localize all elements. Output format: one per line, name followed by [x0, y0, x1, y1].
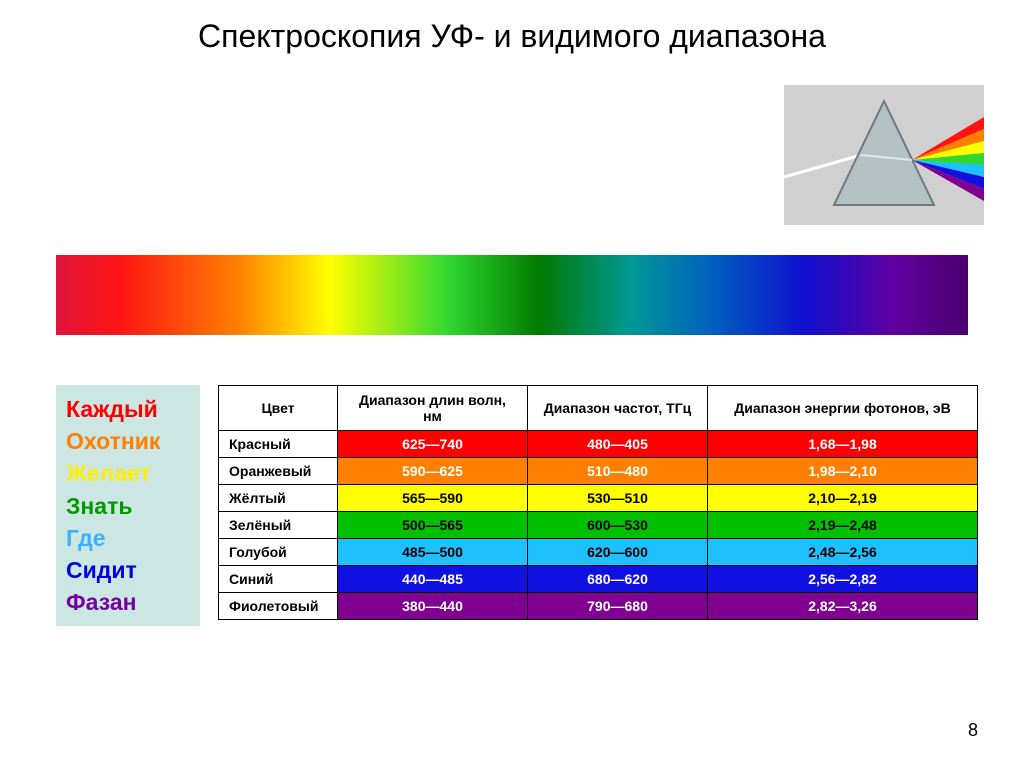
data-cell: 485—500: [338, 539, 528, 566]
table-header-cell: Цвет: [219, 386, 338, 431]
table-row: Фиолетовый380—440790—6802,82—3,26: [219, 593, 978, 620]
spectrum-table: ЦветДиапазон длин волн, нмДиапазон часто…: [218, 385, 978, 620]
color-name-cell: Голубой: [219, 539, 338, 566]
data-cell: 440—485: [338, 566, 528, 593]
table-header-cell: Диапазон энергии фотонов, эВ: [708, 386, 978, 431]
spectrum-gradient-bar: [56, 255, 968, 335]
data-cell: 2,19—2,48: [708, 512, 978, 539]
page-title: Спектроскопия УФ- и видимого диапазона: [0, 0, 1024, 55]
data-cell: 480—405: [528, 431, 708, 458]
table-header-cell: Диапазон частот, ТГц: [528, 386, 708, 431]
mnemonic-word: Каждый: [66, 393, 186, 425]
data-cell: 500—565: [338, 512, 528, 539]
color-name-cell: Красный: [219, 431, 338, 458]
data-cell: 590—625: [338, 458, 528, 485]
table-header-cell: Диапазон длин волн, нм: [338, 386, 528, 431]
mnemonic-word: Желает: [66, 457, 186, 489]
data-cell: 1,68—1,98: [708, 431, 978, 458]
table-row: Оранжевый590—625510—4801,98—2,10: [219, 458, 978, 485]
table-row: Красный625—740480—4051,68—1,98: [219, 431, 978, 458]
data-cell: 2,10—2,19: [708, 485, 978, 512]
table-row: Жёлтый565—590530—5102,10—2,19: [219, 485, 978, 512]
data-cell: 380—440: [338, 593, 528, 620]
data-cell: 510—480: [528, 458, 708, 485]
page-number: 8: [968, 720, 978, 741]
data-cell: 2,56—2,82: [708, 566, 978, 593]
table-header-row: ЦветДиапазон длин волн, нмДиапазон часто…: [219, 386, 978, 431]
data-cell: 680—620: [528, 566, 708, 593]
table-row: Голубой485—500620—6002,48—2,56: [219, 539, 978, 566]
mnemonic-word: Где: [66, 522, 186, 554]
mnemonic-box: КаждыйОхотникЖелаетЗнатьГдеСидитФазан: [56, 385, 200, 626]
data-cell: 625—740: [338, 431, 528, 458]
data-cell: 1,98—2,10: [708, 458, 978, 485]
data-cell: 565—590: [338, 485, 528, 512]
table-row: Зелёный500—565600—5302,19—2,48: [219, 512, 978, 539]
mnemonic-word: Знать: [66, 490, 186, 522]
data-cell: 530—510: [528, 485, 708, 512]
color-name-cell: Оранжевый: [219, 458, 338, 485]
table-row: Синий440—485680—6202,56—2,82: [219, 566, 978, 593]
color-name-cell: Фиолетовый: [219, 593, 338, 620]
mnemonic-word: Охотник: [66, 425, 186, 457]
data-cell: 2,48—2,56: [708, 539, 978, 566]
mnemonic-word: Сидит: [66, 554, 186, 586]
data-cell: 2,82—3,26: [708, 593, 978, 620]
content-row: КаждыйОхотникЖелаетЗнатьГдеСидитФазан Цв…: [56, 385, 978, 626]
data-cell: 620—600: [528, 539, 708, 566]
data-cell: 600—530: [528, 512, 708, 539]
color-name-cell: Жёлтый: [219, 485, 338, 512]
prism-illustration: [784, 85, 984, 225]
color-name-cell: Синий: [219, 566, 338, 593]
color-name-cell: Зелёный: [219, 512, 338, 539]
mnemonic-word: Фазан: [66, 586, 186, 618]
data-cell: 790—680: [528, 593, 708, 620]
